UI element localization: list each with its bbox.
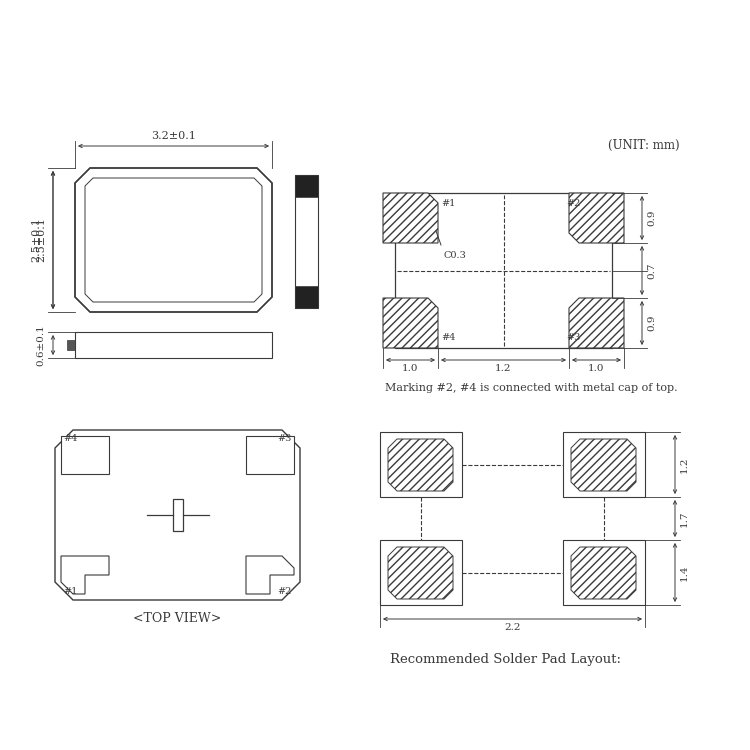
Text: 0.7: 0.7 — [647, 262, 656, 279]
Polygon shape — [569, 193, 624, 243]
Bar — [61, 436, 109, 474]
Bar — [246, 436, 294, 474]
Text: C0.3: C0.3 — [443, 251, 466, 260]
Text: 1.2: 1.2 — [495, 364, 512, 373]
Text: 3.2±0.1: 3.2±0.1 — [151, 131, 196, 141]
Bar — [295, 175, 318, 197]
Text: 0.6±0.1: 0.6±0.1 — [37, 324, 46, 366]
Text: 1.4: 1.4 — [680, 564, 689, 580]
Text: #3: #3 — [566, 333, 580, 342]
Text: #4: #4 — [63, 434, 77, 443]
Bar — [563, 540, 645, 605]
Bar — [295, 175, 318, 308]
Text: 0.9: 0.9 — [647, 315, 656, 332]
Polygon shape — [571, 439, 636, 491]
Polygon shape — [569, 298, 624, 348]
Text: #2: #2 — [278, 587, 292, 596]
Text: #1: #1 — [441, 199, 455, 208]
Text: 2.5±0.1: 2.5±0.1 — [31, 217, 41, 262]
Text: 1.7: 1.7 — [680, 510, 689, 526]
Text: #2: #2 — [566, 199, 580, 208]
Text: 0.9: 0.9 — [647, 210, 656, 226]
Bar — [563, 432, 645, 497]
Text: #3: #3 — [278, 434, 292, 443]
Bar — [75, 332, 272, 358]
Text: 2.2: 2.2 — [504, 623, 520, 632]
Polygon shape — [383, 298, 438, 348]
Text: (UNIT: mm): (UNIT: mm) — [608, 139, 680, 152]
Polygon shape — [75, 168, 272, 312]
Bar — [380, 432, 462, 497]
Bar — [380, 540, 462, 605]
Text: Recommended Solder Pad Layout:: Recommended Solder Pad Layout: — [390, 653, 621, 666]
Polygon shape — [571, 547, 636, 599]
Polygon shape — [55, 430, 300, 600]
Bar — [172, 499, 182, 531]
Text: <TOP VIEW>: <TOP VIEW> — [134, 612, 222, 625]
Polygon shape — [246, 556, 294, 594]
Polygon shape — [61, 556, 109, 594]
Polygon shape — [75, 168, 272, 312]
Bar — [67, 340, 75, 350]
Text: 2.5±0.1: 2.5±0.1 — [36, 217, 46, 262]
Bar — [395, 193, 612, 348]
Text: 1.2: 1.2 — [680, 456, 689, 472]
Polygon shape — [85, 178, 262, 302]
Bar — [295, 286, 318, 308]
Text: 1.0: 1.0 — [588, 364, 604, 373]
Polygon shape — [388, 439, 453, 491]
Text: #4: #4 — [441, 333, 455, 342]
Polygon shape — [388, 547, 453, 599]
Polygon shape — [383, 193, 438, 243]
Text: Marking #2, #4 is connected with metal cap of top.: Marking #2, #4 is connected with metal c… — [385, 383, 678, 393]
Text: #1: #1 — [63, 587, 77, 596]
Text: 1.0: 1.0 — [402, 364, 418, 373]
